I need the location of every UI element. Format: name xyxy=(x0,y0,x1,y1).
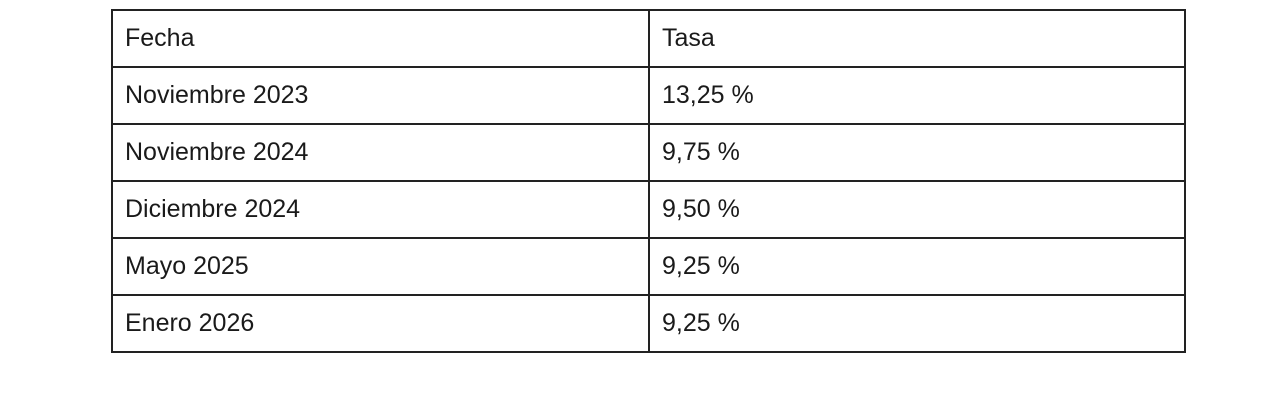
cell-fecha: Noviembre 2024 xyxy=(111,123,650,182)
header-tasa: Tasa xyxy=(648,9,1186,68)
header-fecha: Fecha xyxy=(111,9,650,68)
cell-tasa: 9,25 % xyxy=(648,294,1186,353)
cell-tasa: 9,75 % xyxy=(648,123,1186,182)
cell-fecha: Diciembre 2024 xyxy=(111,180,650,239)
rate-table: Fecha Tasa Noviembre 2023 13,25 % Noviem… xyxy=(111,9,1186,353)
cell-tasa: 9,25 % xyxy=(648,237,1186,296)
table-row: Diciembre 2024 9,50 % xyxy=(111,180,1186,239)
cell-tasa: 13,25 % xyxy=(648,66,1186,125)
cell-tasa: 9,50 % xyxy=(648,180,1186,239)
table-header-row: Fecha Tasa xyxy=(111,9,1186,68)
cell-fecha: Mayo 2025 xyxy=(111,237,650,296)
cell-fecha: Enero 2026 xyxy=(111,294,650,353)
table-row: Noviembre 2023 13,25 % xyxy=(111,66,1186,125)
cell-fecha: Noviembre 2023 xyxy=(111,66,650,125)
table-row: Noviembre 2024 9,75 % xyxy=(111,123,1186,182)
table-row: Mayo 2025 9,25 % xyxy=(111,237,1186,296)
table-row: Enero 2026 9,25 % xyxy=(111,294,1186,353)
